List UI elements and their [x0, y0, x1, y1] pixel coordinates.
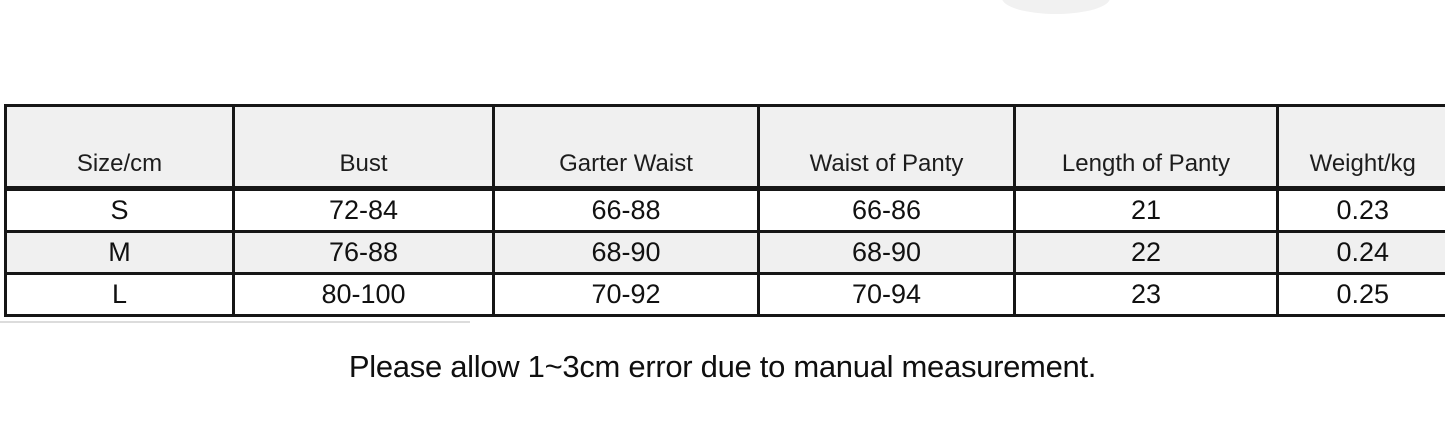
cell-garter-waist: 70-92 [492, 272, 760, 317]
cell-size: L [4, 272, 235, 317]
cell-size: M [4, 230, 235, 275]
header-waist-of-panty: Waist of Panty [757, 104, 1016, 191]
cell-length-of-panty: 21 [1013, 187, 1279, 233]
cell-waist-of-panty: 70-94 [757, 272, 1016, 317]
cell-waist-of-panty: 68-90 [757, 230, 1016, 275]
table-row-size-m: M 76-88 68-90 68-90 22 0.24 [4, 230, 1445, 275]
size-chart-table: Size/cm Bust Garter Waist Waist of Panty… [4, 104, 1445, 317]
measurement-note: Please allow 1~3cm error due to manual m… [348, 349, 1097, 384]
header-length-of-panty: Length of Panty [1013, 104, 1279, 191]
table-header-row: Size/cm Bust Garter Waist Waist of Panty… [4, 104, 1445, 191]
image-crop-artifact-blob [1002, 0, 1110, 14]
scan-artifact-line [0, 321, 470, 323]
cell-weight: 0.24 [1276, 230, 1445, 275]
cell-weight: 0.23 [1276, 187, 1445, 233]
header-bust: Bust [232, 104, 495, 191]
cell-length-of-panty: 23 [1013, 272, 1279, 317]
cell-bust: 80-100 [232, 272, 495, 317]
cell-garter-waist: 66-88 [492, 187, 760, 233]
table-row-size-l: L 80-100 70-92 70-94 23 0.25 [4, 272, 1445, 317]
cell-bust: 76-88 [232, 230, 495, 275]
header-size-cm: Size/cm [4, 104, 235, 191]
cell-bust: 72-84 [232, 187, 495, 233]
cell-size: S [4, 187, 235, 233]
header-weight-kg: Weight/kg [1276, 104, 1445, 191]
cell-weight: 0.25 [1276, 272, 1445, 317]
cell-waist-of-panty: 66-86 [757, 187, 1016, 233]
cell-garter-waist: 68-90 [492, 230, 760, 275]
table-row-size-s: S 72-84 66-88 66-86 21 0.23 [4, 187, 1445, 233]
header-garter-waist: Garter Waist [492, 104, 760, 191]
cell-length-of-panty: 22 [1013, 230, 1279, 275]
